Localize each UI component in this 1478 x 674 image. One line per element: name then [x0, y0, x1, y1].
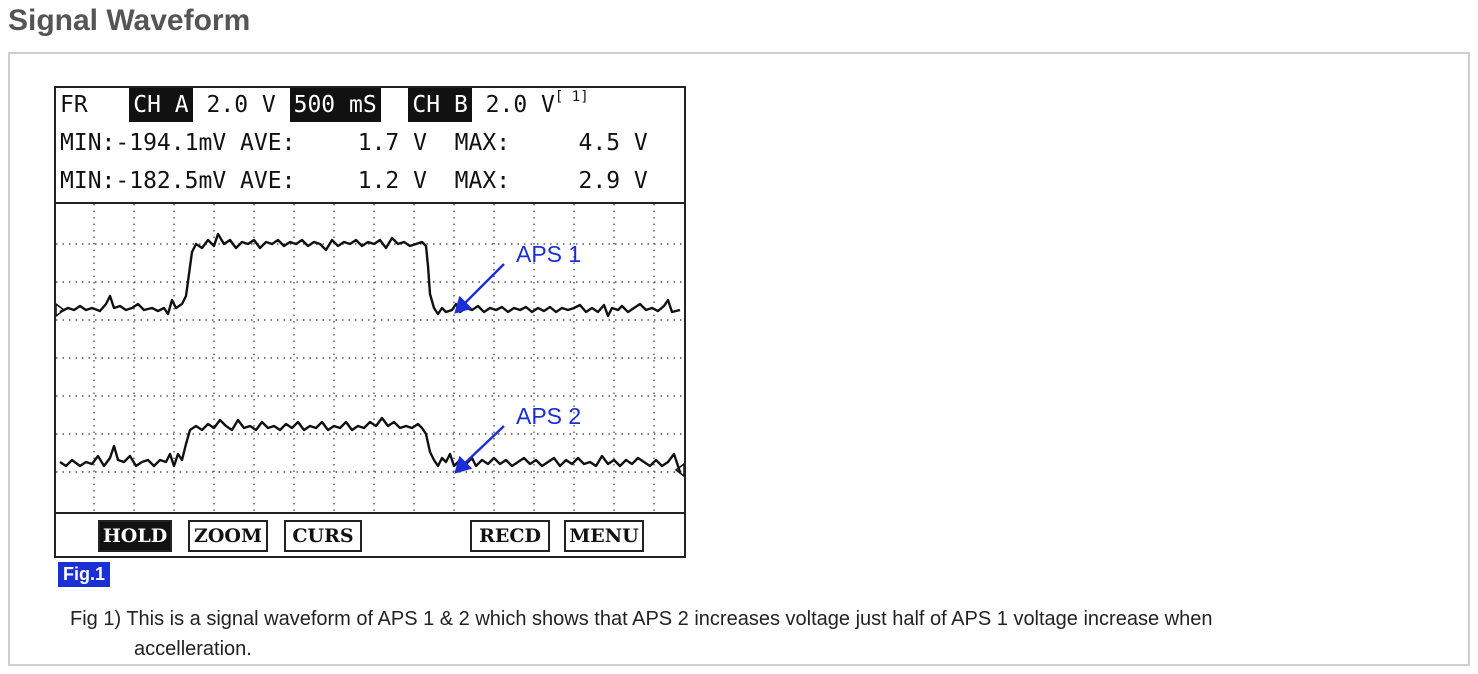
min-label-b: MIN:	[60, 168, 116, 194]
timebase-label[interactable]: 500 mS	[289, 88, 381, 122]
stats-row-b: MIN:-182.5mV AVE: 1.2 V MAX: 2.9 V	[60, 164, 648, 198]
ch-a-label[interactable]: CH A	[129, 88, 193, 122]
ch-b-scale: 2.0 V	[485, 92, 555, 118]
caption-line-2: accelleration.	[134, 638, 252, 660]
footer-divider	[56, 512, 684, 514]
header-divider	[56, 202, 684, 204]
ave-value-b: 1.2 V	[357, 168, 427, 194]
grid	[56, 204, 684, 512]
ch-b-ground-marker	[674, 463, 684, 477]
page-indicator: [ 1]	[554, 89, 589, 105]
recd-button[interactable]: RECD	[470, 520, 550, 552]
hold-button[interactable]: HOLD	[98, 520, 172, 552]
ave-value-a: 1.7 V	[357, 130, 427, 156]
mode-label: FR	[60, 92, 88, 118]
zoom-button[interactable]: ZOOM	[188, 520, 268, 552]
min-value-a: -194.1mV	[115, 130, 227, 156]
aps2-waveform	[59, 416, 682, 473]
aps2-label: APS 2	[516, 403, 581, 429]
stats-row-a: MIN:-194.1mV AVE: 1.7 V MAX: 4.5 V	[60, 126, 648, 160]
ave-label-b: AVE:	[240, 168, 296, 194]
ch-b-label[interactable]: CH B	[408, 88, 472, 122]
min-label-a: MIN:	[60, 130, 116, 156]
aps1-waveform	[59, 232, 681, 318]
ch-a-ground-marker	[56, 303, 66, 317]
aps1-arrow	[454, 263, 505, 314]
max-value-b: 2.9 V	[578, 168, 648, 194]
aps2-arrow	[454, 425, 505, 474]
curs-button[interactable]: CURS	[284, 520, 362, 552]
scope-header-row: FR CH A 2.0 V 500 mS CH B 2.0 V[ 1]	[60, 88, 589, 122]
menu-button[interactable]: MENU	[564, 520, 644, 552]
max-value-a: 4.5 V	[578, 130, 648, 156]
page-title: Signal Waveform	[8, 4, 251, 37]
ave-label-a: AVE:	[240, 130, 296, 156]
ch-a-scale: 2.0 V	[206, 92, 276, 118]
caption-line-1: Fig 1) This is a signal waveform of APS …	[70, 608, 1213, 630]
figure-badge: Fig.1	[58, 562, 111, 587]
aps1-label: APS 1	[516, 241, 581, 267]
min-value-b: -182.5mV	[115, 168, 227, 194]
figure-caption: Fig 1) This is a signal waveform of APS …	[70, 604, 1450, 664]
max-label-a: MAX:	[454, 130, 511, 156]
oscilloscope-screen: FR CH A 2.0 V 500 mS CH B 2.0 V[ 1] MIN:…	[54, 86, 686, 558]
waveform-plot: APS 1 APS 2	[56, 204, 684, 512]
max-label-b: MAX:	[454, 168, 511, 194]
